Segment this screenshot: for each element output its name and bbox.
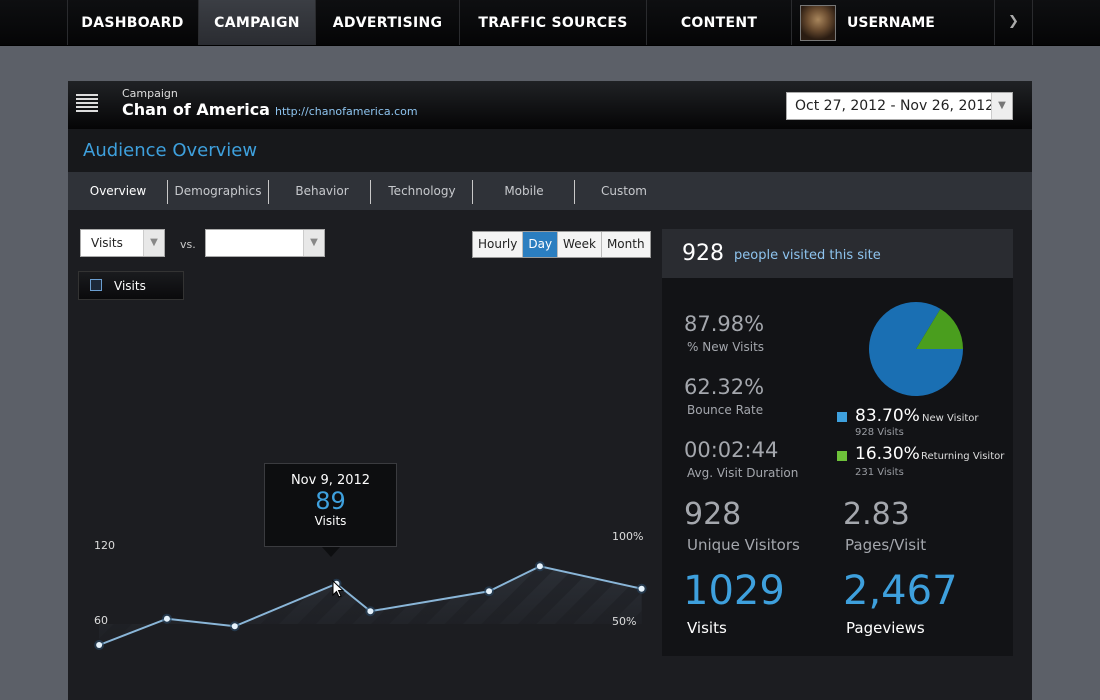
pageviews-label: Pageviews xyxy=(846,619,925,637)
stats-panel: 928 people visited this site 87.98% % Ne… xyxy=(662,229,1013,656)
campaign-url[interactable]: http://chanofamerica.com xyxy=(275,105,418,118)
avg-duration-label: Avg. Visit Duration xyxy=(687,466,799,480)
data-point xyxy=(638,585,645,592)
granularity-toggle: Hourly Day Week Month xyxy=(472,231,651,258)
bounce-rate-label: Bounce Rate xyxy=(687,403,764,417)
visitors-text: people visited this site xyxy=(734,248,881,263)
page-title: Audience Overview xyxy=(83,140,258,161)
returning-visitor-label: Returning Visitor xyxy=(921,451,1005,462)
data-point xyxy=(367,608,374,615)
campaign-name: Chan of America xyxy=(122,100,270,119)
visitors-count: 928 xyxy=(682,241,724,266)
overview-content: Visits ▼ vs. ▼ Hourly Day Week Month Vis… xyxy=(68,210,1032,700)
date-range-value: Oct 27, 2012 - Nov 26, 2012 xyxy=(795,98,995,114)
visitor-pie-chart[interactable] xyxy=(866,299,966,399)
returning-visitor-pct: 16.30% xyxy=(855,444,920,464)
day-button[interactable]: Day xyxy=(523,232,559,257)
chevron-down-icon[interactable]: ❯ xyxy=(995,0,1033,45)
visits-checkbox[interactable] xyxy=(90,279,102,291)
avatar[interactable] xyxy=(800,5,836,41)
visits-value: 1029 xyxy=(683,568,785,614)
tab-overview[interactable]: Overview xyxy=(89,184,147,198)
nav-dashboard[interactable]: DASHBOARD xyxy=(67,0,199,45)
compare-select[interactable]: ▼ xyxy=(205,229,325,257)
campaign-panel: Campaign Chan of America http://chanofam… xyxy=(68,81,1032,700)
tooltip-date: Nov 9, 2012 xyxy=(290,473,371,488)
chevron-down-icon[interactable]: ▼ xyxy=(991,93,1012,119)
returning-visitor-swatch xyxy=(837,451,847,461)
nav-campaign[interactable]: CAMPAIGN xyxy=(199,0,316,45)
data-point xyxy=(486,588,493,595)
unique-visitors-value: 928 xyxy=(684,497,742,532)
y2-tick-label: 50% xyxy=(612,615,636,628)
tab-behavior[interactable]: Behavior xyxy=(295,184,349,198)
cursor-icon xyxy=(332,580,345,598)
chevron-down-icon[interactable]: ▼ xyxy=(143,230,164,256)
stats-header: 928 people visited this site xyxy=(662,229,1013,278)
tooltip-label: Visits xyxy=(314,514,347,528)
y2-tick-label: 100% xyxy=(612,530,643,543)
tab-custom[interactable]: Custom xyxy=(601,184,647,198)
username[interactable]: USERNAME xyxy=(847,15,935,31)
panel-header: Campaign Chan of America http://chanofam… xyxy=(68,81,1032,129)
new-visits-label: % New Visits xyxy=(687,340,765,354)
vs-label: vs. xyxy=(180,238,196,251)
unique-visitors-label: Unique Visitors xyxy=(687,536,800,554)
tab-mobile[interactable]: Mobile xyxy=(504,184,544,198)
tab-demographics[interactable]: Demographics xyxy=(174,184,262,198)
legend-label: Visits xyxy=(114,279,146,293)
visits-label: Visits xyxy=(687,619,727,637)
tab-divider xyxy=(167,180,168,204)
nav-spacer xyxy=(0,0,68,45)
data-point xyxy=(231,623,238,630)
chart-tooltip: Nov 9, 2012 89 Visits xyxy=(264,463,397,557)
tab-divider xyxy=(574,180,575,204)
new-visitor-swatch xyxy=(837,412,847,422)
tab-divider xyxy=(268,180,269,204)
page-title-bar: Audience Overview xyxy=(68,129,1032,172)
nav-traffic-sources[interactable]: TRAFFIC SOURCES xyxy=(460,0,647,45)
pages-per-visit-value: 2.83 xyxy=(843,497,910,532)
nav-advertising[interactable]: ADVERTISING xyxy=(316,0,460,45)
date-range-picker[interactable]: Oct 27, 2012 - Nov 26, 2012 ▼ xyxy=(786,92,1013,120)
tooltip-value: 89 xyxy=(315,487,346,515)
week-button[interactable]: Week xyxy=(558,232,602,257)
avg-duration-value: 00:02:44 xyxy=(684,438,779,462)
nav-content[interactable]: CONTENT xyxy=(647,0,792,45)
tooltip-arrow xyxy=(322,547,340,557)
sub-tabs: Overview Demographics Behavior Technolog… xyxy=(68,172,1032,210)
hourly-button[interactable]: Hourly xyxy=(473,232,524,257)
metric-select[interactable]: Visits ▼ xyxy=(80,229,165,257)
user-menu[interactable]: USERNAME xyxy=(792,0,995,45)
visits-area-fade xyxy=(99,566,642,645)
tab-technology[interactable]: Technology xyxy=(388,184,456,198)
new-visits-value: 87.98% xyxy=(684,312,765,336)
returning-visitor-visits: 231 Visits xyxy=(855,467,904,478)
new-visitor-pct: 83.70% xyxy=(855,406,920,426)
visits-line xyxy=(98,565,642,646)
menu-icon[interactable] xyxy=(76,94,98,114)
tab-divider xyxy=(472,180,473,204)
new-visitor-visits: 928 Visits xyxy=(855,427,904,438)
series-legend: Visits xyxy=(78,271,184,300)
bounce-rate-value: 62.32% xyxy=(684,375,765,399)
metric-select-value: Visits xyxy=(91,236,123,250)
chevron-down-icon[interactable]: ▼ xyxy=(303,230,324,256)
data-point xyxy=(536,563,543,570)
pages-per-visit-label: Pages/Visit xyxy=(845,536,927,554)
y-tick-label: 120 xyxy=(94,539,115,552)
top-nav: DASHBOARD CAMPAIGN ADVERTISING TRAFFIC S… xyxy=(0,0,1100,46)
data-point xyxy=(163,615,170,622)
tab-divider xyxy=(370,180,371,204)
new-visitor-label: New Visitor xyxy=(922,413,979,424)
pageviews-value: 2,467 xyxy=(843,568,958,614)
pie-slice-returning-visitor[interactable] xyxy=(916,308,963,349)
month-button[interactable]: Month xyxy=(606,237,645,251)
campaign-label: Campaign xyxy=(122,87,178,100)
data-point xyxy=(96,642,103,648)
y-tick-label: 60 xyxy=(94,614,108,627)
